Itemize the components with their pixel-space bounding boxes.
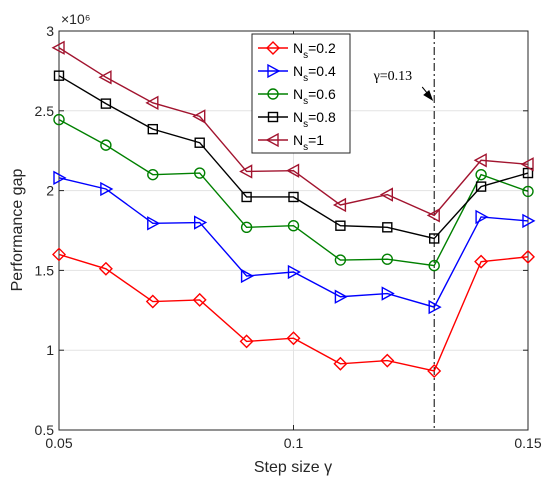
data-point bbox=[192, 292, 207, 307]
x-tick-label: 0.1 bbox=[284, 435, 304, 451]
series-5 bbox=[51, 40, 534, 223]
legend-label: Ns=0.8 bbox=[293, 109, 336, 130]
data-point bbox=[520, 157, 534, 172]
data-point bbox=[240, 268, 255, 284]
data-point bbox=[194, 137, 205, 148]
y-tick-label: 3 bbox=[46, 23, 54, 39]
data-point bbox=[426, 208, 440, 223]
data-point bbox=[475, 181, 487, 192]
series-2 bbox=[53, 170, 536, 315]
data-point bbox=[429, 233, 440, 244]
legend-marker bbox=[265, 132, 279, 148]
legend-marker bbox=[267, 88, 279, 100]
data-point bbox=[100, 139, 112, 151]
data-point bbox=[334, 289, 348, 304]
data-point bbox=[335, 220, 346, 231]
y-tick-label: 1 bbox=[46, 342, 54, 358]
data-point bbox=[286, 163, 300, 178]
data-point bbox=[381, 253, 393, 265]
annotation: γ=0.13 bbox=[373, 31, 435, 430]
legend-item: Ns=1 bbox=[258, 132, 324, 153]
data-point bbox=[147, 123, 159, 135]
legend-label: Ns=0.2 bbox=[293, 40, 336, 61]
legend-marker bbox=[267, 63, 281, 79]
data-point bbox=[239, 164, 253, 179]
x-tick-label: 0.05 bbox=[45, 435, 72, 451]
legend-label: Ns=0.4 bbox=[293, 63, 336, 84]
data-point bbox=[288, 191, 299, 203]
data-point bbox=[145, 294, 160, 309]
legend-item: Ns=0.4 bbox=[258, 63, 336, 84]
data-point bbox=[192, 109, 206, 124]
data-point bbox=[522, 213, 536, 229]
data-point bbox=[522, 167, 534, 179]
series-4 bbox=[53, 70, 534, 244]
y-axis-title: Performance gap bbox=[9, 169, 26, 292]
data-point bbox=[522, 185, 534, 198]
legend-label: Ns=0.6 bbox=[293, 86, 336, 107]
data-point bbox=[473, 153, 487, 168]
data-point bbox=[53, 70, 65, 81]
series bbox=[51, 40, 536, 378]
data-point bbox=[193, 167, 206, 179]
data-point bbox=[334, 254, 347, 266]
data-point bbox=[240, 221, 253, 234]
data-point bbox=[474, 254, 489, 269]
y-tick-label: 0.5 bbox=[35, 422, 55, 438]
data-point bbox=[147, 168, 159, 181]
data-point bbox=[145, 95, 159, 110]
data-point bbox=[51, 40, 65, 55]
data-point bbox=[475, 209, 489, 225]
data-point bbox=[380, 353, 395, 368]
y-multiplier-label: ×10⁶ bbox=[61, 11, 91, 27]
y-tick-label: 2.5 bbox=[35, 103, 55, 119]
series-1 bbox=[52, 247, 535, 378]
x-tick-label: 0.15 bbox=[514, 435, 541, 451]
data-point bbox=[241, 191, 252, 203]
legend-marker bbox=[267, 111, 279, 123]
legend-item: Ns=0.8 bbox=[258, 109, 336, 130]
data-point bbox=[100, 181, 114, 197]
data-point bbox=[333, 356, 348, 371]
legend-item: Ns=0.2 bbox=[258, 40, 336, 61]
data-point bbox=[521, 249, 535, 264]
data-point bbox=[53, 170, 67, 186]
data-point bbox=[98, 70, 112, 85]
data-point bbox=[475, 168, 487, 181]
data-point bbox=[382, 222, 393, 233]
x-axis-title: Step size γ bbox=[254, 459, 332, 476]
data-point bbox=[332, 197, 347, 213]
data-point bbox=[53, 113, 65, 126]
data-point bbox=[52, 247, 66, 262]
data-point bbox=[379, 187, 393, 202]
series-line bbox=[58, 177, 529, 308]
data-point bbox=[287, 264, 301, 280]
series-3 bbox=[53, 113, 534, 272]
series-line bbox=[58, 253, 529, 372]
series-line bbox=[58, 47, 529, 217]
data-point bbox=[286, 331, 301, 346]
legend-item: Ns=0.6 bbox=[258, 86, 336, 107]
data-point bbox=[239, 334, 254, 349]
data-point bbox=[428, 299, 442, 315]
gamma-annotation-label: γ=0.13 bbox=[373, 69, 413, 84]
legend-label: Ns=1 bbox=[293, 132, 324, 153]
gamma-annotation-arrowhead bbox=[423, 90, 434, 101]
data-point bbox=[427, 363, 442, 378]
data-point bbox=[193, 215, 208, 230]
y-tick-label: 1.5 bbox=[35, 262, 55, 278]
series-line bbox=[58, 118, 529, 267]
data-point bbox=[100, 98, 112, 109]
data-point bbox=[287, 220, 300, 232]
legend-marker bbox=[266, 41, 280, 55]
series-line bbox=[58, 75, 529, 240]
data-point bbox=[381, 286, 395, 301]
data-point bbox=[147, 216, 161, 231]
data-point bbox=[428, 259, 440, 272]
legend: Ns=0.2Ns=0.4Ns=0.6Ns=0.8Ns=1 bbox=[251, 33, 351, 154]
y-tick-label: 2 bbox=[46, 183, 54, 199]
axis-ticks: 0.5 1 1.5 2 2.5 3 0.05 0.1 0.15 bbox=[35, 23, 542, 451]
data-point bbox=[98, 261, 113, 276]
